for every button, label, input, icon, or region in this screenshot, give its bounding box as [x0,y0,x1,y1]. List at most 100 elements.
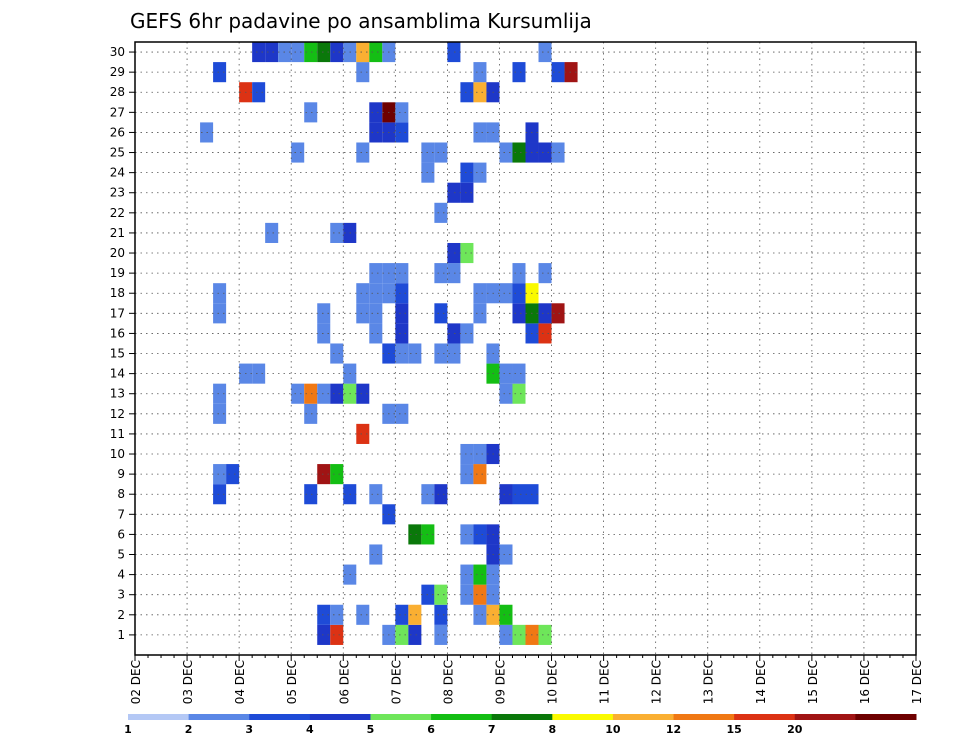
heatmap-cell [330,343,344,364]
heatmap-cell [304,42,318,63]
x-tick-label: 15 DEC [806,660,820,704]
y-tick-label: 19 [110,266,125,280]
y-tick-label: 21 [110,226,125,240]
heatmap-cell [304,403,318,424]
heatmap-cell [538,323,552,344]
heatmap-cell [512,383,526,404]
x-tick-label: 08 DEC [441,660,455,704]
heatmap-cell [395,604,409,625]
colorbar-label: 20 [787,723,803,736]
heatmap-cell [460,182,474,203]
heatmap-cell [473,303,487,324]
heatmap-cell [499,624,513,645]
x-tick-label: 05 DEC [285,660,299,704]
heatmap-cell [538,624,552,645]
heatmap-cell [369,544,383,565]
heatmap-cell [395,624,409,645]
heatmap-cell [499,363,513,384]
heatmap-cell [473,443,487,465]
heatmap-cell [252,363,266,384]
heatmap-cell [434,343,448,364]
heatmap-cell [538,303,552,324]
y-tick-label: 17 [110,306,125,320]
y-tick-label: 30 [110,45,125,59]
heatmap-cell [434,604,448,625]
heatmap-cell [265,222,279,243]
heatmap-cell [330,42,344,63]
heatmap-cell [291,383,305,404]
heatmap-cell [460,524,474,545]
heatmap-cell [356,62,370,83]
heatmap-cell [330,604,344,625]
heatmap-cell [356,423,370,444]
y-tick-label: 11 [110,427,125,441]
colorbar-segment [855,714,917,720]
heatmap-cell [369,303,383,324]
heatmap-cell [330,464,344,485]
heatmap-cell [473,564,487,585]
x-tick-label: 04 DEC [233,660,247,704]
heatmap-cell [395,303,409,324]
heatmap-cell [473,82,487,103]
heatmap-cell [408,624,422,645]
colorbar-segment [491,714,553,720]
heatmap-cell [473,524,487,545]
heatmap-cells [200,42,578,645]
colorbar-segment [673,714,735,720]
heatmap-cell [512,62,526,83]
heatmap-cell [512,303,526,324]
heatmap-cell [226,464,240,485]
x-tick-label: 16 DEC [858,660,872,704]
y-tick-label: 23 [110,186,125,200]
colorbar-segment [370,714,432,720]
chart-title: GEFS 6hr padavine po ansamblima Kursumli… [130,9,592,33]
y-tick-label: 10 [110,447,125,461]
x-tick-label: 03 DEC [181,660,195,704]
y-tick-label: 12 [110,407,125,421]
heatmap-cell [213,62,227,83]
heatmap-cell [434,484,448,505]
y-tick-label: 5 [117,548,125,562]
heatmap-cell [473,122,487,143]
heatmap-cell [369,323,383,344]
heatmap-cell [408,343,422,364]
y-tick-label: 26 [110,125,125,139]
heatmap-cell [512,263,526,284]
y-axis: 1234567891011121314151617181920212223242… [110,45,921,642]
colorbar-label: 7 [488,723,496,736]
heatmap-cell [369,283,383,304]
heatmap-cell [512,484,526,505]
y-tick-label: 22 [110,206,125,220]
heatmap-cell [369,263,383,284]
x-tick-label: 09 DEC [493,660,507,704]
heatmap-cell [473,604,487,625]
heatmap-cell [512,363,526,384]
heatmap-cell [473,283,487,304]
heatmap-cell [213,484,227,505]
heatmap-cell [317,323,331,344]
heatmap-cell [356,283,370,304]
y-tick-label: 28 [110,85,125,99]
heatmap-cell [213,303,227,324]
heatmap-cell [356,604,370,625]
y-tick-label: 24 [110,166,125,180]
x-axis: 02 DEC 03 DEC 04 DEC 05 DEC 06 DEC 07 DEC 08 D… [129,655,924,704]
x-tick-label: 07 DEC [389,660,403,704]
heatmap-cell [330,383,344,404]
heatmap-cell [408,524,422,545]
heatmap-cell [317,383,331,404]
x-tick-label: 17 DEC [910,660,924,704]
heatmap-cell [434,584,448,605]
heatmap-cell [356,42,370,63]
heatmap-cell [369,122,383,143]
colorbar-segment [249,714,311,720]
heatmap-cell [395,283,409,304]
y-tick-label: 15 [110,347,125,361]
y-tick-label: 18 [110,286,125,300]
heatmap-cell [395,403,409,424]
y-tick-label: 3 [117,588,125,602]
y-tick-label: 14 [110,367,125,381]
y-tick-label: 6 [117,527,125,541]
heatmap-cell [447,42,461,63]
y-tick-label: 27 [110,105,125,119]
